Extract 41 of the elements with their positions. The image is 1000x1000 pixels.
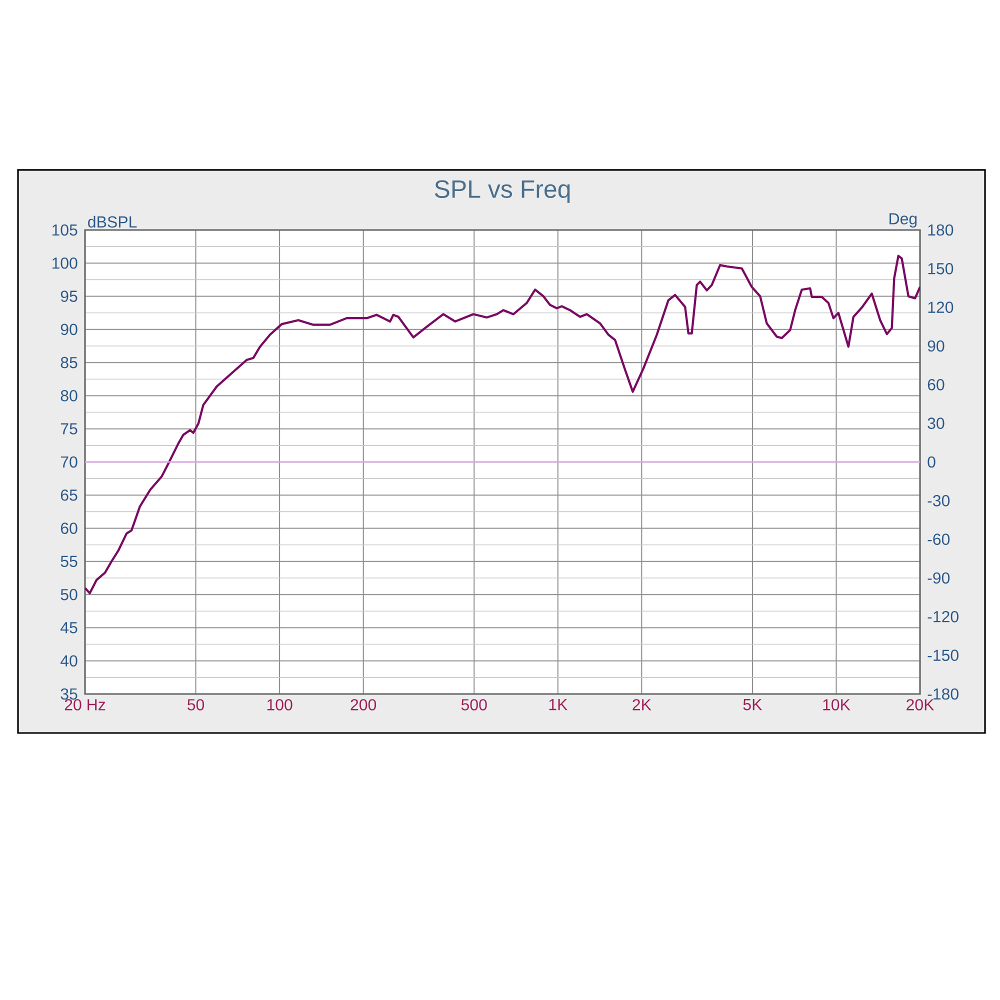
y2-tick-label: 90 — [928, 340, 944, 352]
x-tick-label: 500 — [461, 699, 487, 710]
x-tick-label: 20K — [906, 699, 934, 710]
y-tick-label: 80 — [60, 390, 78, 402]
y2-tick-label: 0 — [928, 456, 936, 468]
y-tick-label: 100 — [52, 257, 78, 269]
x-tick-label: 200 — [350, 699, 376, 710]
y2-tick-label: 180 — [928, 224, 954, 236]
y-tick-label: 60 — [60, 522, 78, 534]
y2-tick-label: -30 — [928, 495, 950, 506]
y-tick-label: 50 — [60, 588, 78, 600]
y2-tick-label: -150 — [928, 650, 958, 661]
y-tick-label: 75 — [60, 423, 78, 434]
x-tick-label: 10K — [823, 699, 850, 710]
y-tick-label: 55 — [60, 556, 78, 568]
y-tick-label: 95 — [60, 290, 78, 302]
y2-tick-label: 30 — [928, 418, 944, 429]
y-tick-label: 35 — [60, 688, 78, 700]
y2-tick-label: 150 — [928, 263, 954, 274]
y2-axis-title: Deg — [890, 213, 917, 228]
y2-tick-label: 120 — [928, 302, 954, 313]
y2-tick-label: 60 — [928, 379, 944, 390]
y2-tick-label: -180 — [928, 688, 958, 700]
y2-tick-label: -120 — [928, 611, 958, 622]
y-tick-label: 85 — [60, 356, 78, 368]
x-tick-label: 5K — [743, 699, 762, 710]
y2-tick-label: -60 — [928, 534, 950, 545]
x-tick-label: 100 — [267, 699, 292, 710]
x-tick-label: 2K — [632, 699, 652, 710]
y-tick-label: 45 — [60, 622, 78, 634]
y-axis-title: dBSPL — [88, 216, 137, 228]
y2-tick-label: -90 — [928, 572, 950, 584]
chart-title: SPL vs Freq — [434, 180, 570, 203]
y-tick-label: 90 — [60, 324, 78, 336]
x-tick-label: 1K — [549, 699, 568, 710]
y-tick-label: 40 — [60, 655, 78, 667]
y-tick-label: 65 — [60, 489, 78, 501]
y-tick-label: 70 — [60, 456, 78, 468]
x-tick-label: 20 Hz — [64, 699, 106, 710]
x-tick-label: 50 — [188, 699, 204, 710]
y-tick-label: 105 — [52, 224, 78, 236]
